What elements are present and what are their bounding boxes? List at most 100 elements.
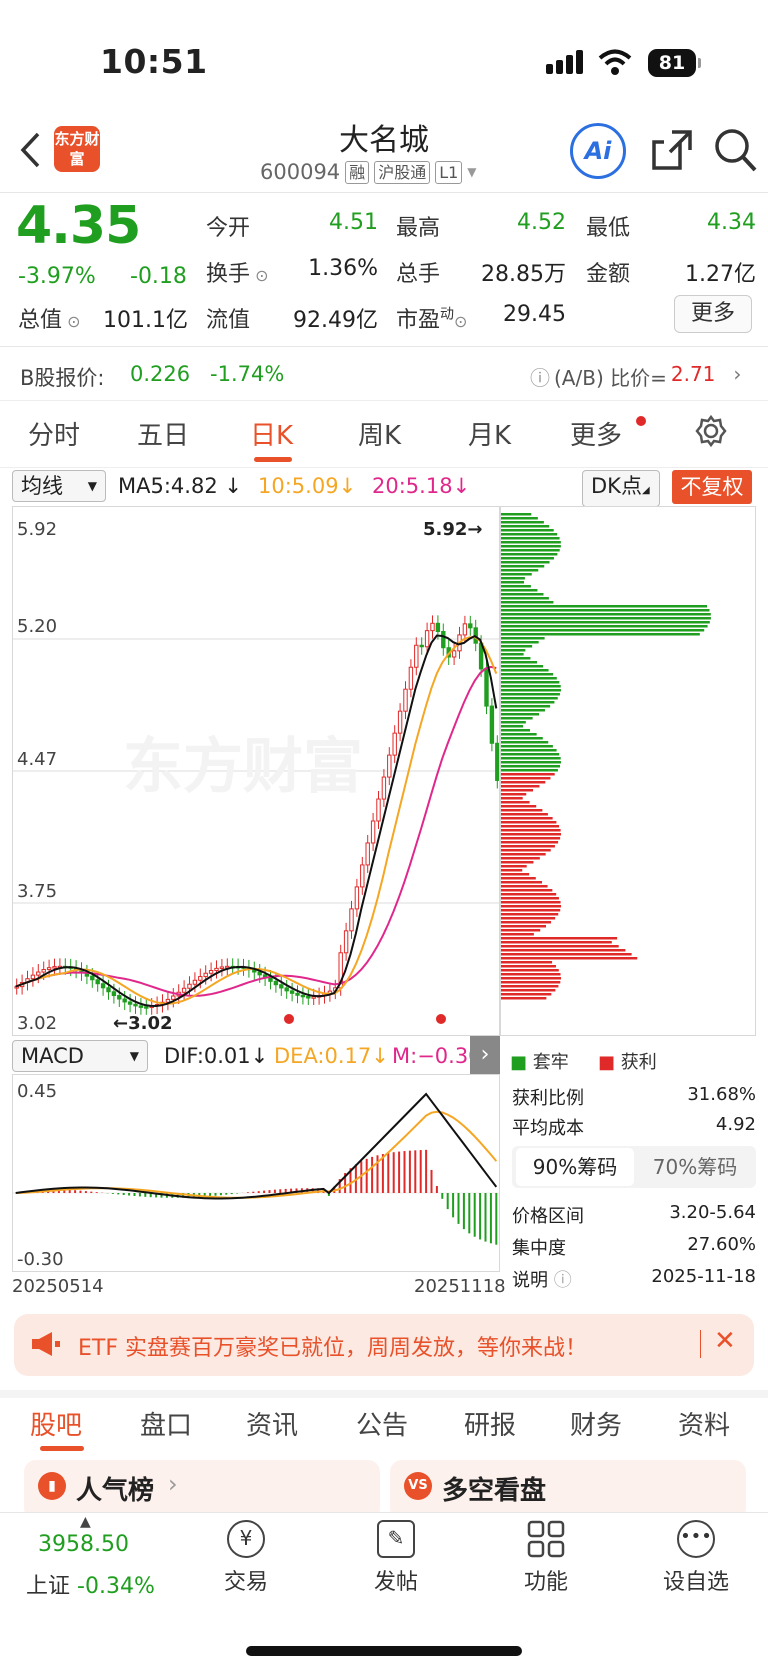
chip-bar xyxy=(501,621,710,624)
chip-bar xyxy=(501,969,559,972)
chip-bar xyxy=(501,709,545,712)
dk-point-select[interactable]: DK点◢ xyxy=(582,470,660,507)
chevron-down-icon[interactable]: ▼ xyxy=(467,165,477,179)
more-button[interactable]: 更多 xyxy=(674,295,752,333)
adjust-type-button[interactable]: 不复权 xyxy=(672,470,752,504)
chip-bar xyxy=(501,845,555,848)
chip-bar xyxy=(501,657,531,660)
tab-weekly-k[interactable]: 周K xyxy=(358,421,402,451)
nav-add-watchlist[interactable]: ••• 设自选 xyxy=(636,1520,756,1596)
chip-bar xyxy=(501,705,551,708)
chip-bar xyxy=(501,737,543,740)
candle xyxy=(268,977,273,982)
info-icon[interactable]: ⊙ xyxy=(62,312,81,331)
tab-daily-k[interactable]: 日K xyxy=(250,421,294,451)
nav-trade[interactable]: ¥ 交易 xyxy=(186,1520,306,1596)
candle xyxy=(387,754,392,778)
share-icon[interactable] xyxy=(650,128,694,172)
card-long-short[interactable]: VS 多空看盘 xyxy=(390,1460,746,1520)
chevron-right-icon: › xyxy=(168,1470,178,1498)
chip-bar xyxy=(501,965,556,968)
note-row[interactable]: 说明 ⓘ 2025-11-18 xyxy=(512,1266,756,1291)
candle xyxy=(192,979,198,985)
chip-bar xyxy=(501,857,540,860)
candle xyxy=(36,971,41,976)
candle xyxy=(414,644,419,668)
candle xyxy=(165,998,171,1003)
chip-bar xyxy=(501,809,543,812)
indicator-select[interactable]: MACD ▼ xyxy=(12,1040,148,1072)
chip-bar xyxy=(501,937,618,940)
tab-news[interactable]: 资讯 xyxy=(246,1411,299,1441)
tab-chips-70[interactable]: 70%筹码 xyxy=(652,1155,738,1179)
pe-value: 29.45 xyxy=(503,302,566,327)
ab-ratio[interactable]: ⓘ (A/B) 比价= 2.71 › xyxy=(530,362,742,390)
nav-post[interactable]: ✎ 发帖 xyxy=(336,1520,456,1596)
close-icon[interactable]: ✕ xyxy=(714,1326,736,1356)
tab-research[interactable]: 研报 xyxy=(464,1411,517,1441)
ma-select[interactable]: 均线 ▼ xyxy=(12,470,106,502)
chip-bar xyxy=(501,917,556,920)
chip-bar xyxy=(501,565,545,568)
info-icon[interactable]: ⊙ xyxy=(454,312,468,331)
card-popularity[interactable]: ▮ 人气榜 › xyxy=(24,1460,380,1520)
tab-finance[interactable]: 财务 xyxy=(570,1411,623,1441)
candle xyxy=(489,705,495,744)
candle xyxy=(441,631,446,649)
tab-guba[interactable]: 股吧 xyxy=(30,1411,83,1441)
chip-bar xyxy=(501,749,557,752)
chip-bar xyxy=(501,689,561,692)
chip-bar xyxy=(501,525,550,528)
chip-bar xyxy=(501,869,523,872)
tag-level: L1 xyxy=(435,160,463,184)
date-start: 20250514 xyxy=(12,1276,104,1297)
candle xyxy=(468,623,473,629)
chip-bar xyxy=(501,637,545,640)
chip-bar xyxy=(501,629,705,632)
back-icon[interactable] xyxy=(18,130,42,170)
triangle-up-icon: ▲ xyxy=(80,1514,91,1530)
candle xyxy=(295,992,300,996)
candle xyxy=(435,622,441,633)
nav-functions[interactable]: 功能 xyxy=(486,1520,606,1596)
tab-pankou[interactable]: 盘口 xyxy=(140,1411,193,1441)
macd-chart[interactable]: 0.45 -0.30 xyxy=(12,1074,500,1272)
home-indicator xyxy=(246,1646,522,1656)
high-value: 4.52 xyxy=(517,210,566,235)
tab-intraday[interactable]: 分时 xyxy=(28,421,81,451)
candle xyxy=(430,622,435,632)
min-price-marker: ←3.02 xyxy=(113,1013,173,1034)
vs-icon: VS xyxy=(404,1472,432,1500)
chip-bar xyxy=(501,645,533,648)
chip-distribution-chart xyxy=(500,506,756,1036)
candle xyxy=(257,971,262,976)
ai-assistant-button[interactable]: Ai xyxy=(570,123,626,179)
promo-banner[interactable] xyxy=(14,1314,754,1376)
chip-bar xyxy=(501,553,558,556)
tab-five-day[interactable]: 五日 xyxy=(137,421,190,451)
index-name[interactable]: 上证 -0.34% xyxy=(26,1574,155,1599)
chip-bar xyxy=(501,573,532,576)
tab-profile[interactable]: 资料 xyxy=(678,1411,731,1441)
chip-bar xyxy=(501,717,533,720)
tab-chips-90[interactable]: 90%筹码 xyxy=(516,1148,634,1186)
edit-icon: ✎ xyxy=(377,1520,415,1558)
search-icon[interactable] xyxy=(714,128,758,174)
tab-monthly-k[interactable]: 月K xyxy=(468,421,512,451)
chip-bar xyxy=(501,653,524,656)
candle xyxy=(198,976,203,981)
settings-gear-icon[interactable] xyxy=(694,414,728,448)
chevron-right-icon[interactable]: › xyxy=(470,1036,500,1074)
info-icon[interactable]: ⊙ xyxy=(250,266,269,285)
stock-code-row: 600094 融 沪股通 L1 ▼ xyxy=(260,160,477,184)
kline-chart[interactable]: 东方财富 5.92 5.20 4.47 3.75 3.02 5.92→ ←3.0… xyxy=(12,506,500,1036)
profit-ratio-row: 获利比例 31.68% xyxy=(512,1084,756,1109)
chip-bar xyxy=(501,961,553,964)
turnover-label: 换手 ⊙ xyxy=(206,262,269,287)
chip-bar xyxy=(501,581,525,584)
index-value[interactable]: 3958.50 xyxy=(38,1532,129,1557)
tab-announcements[interactable]: 公告 xyxy=(356,1411,409,1441)
legend-trapped: ■ 套牢 xyxy=(510,1052,569,1073)
tab-more[interactable]: 更多 xyxy=(570,421,623,451)
question-icon: ⓘ xyxy=(530,366,550,390)
